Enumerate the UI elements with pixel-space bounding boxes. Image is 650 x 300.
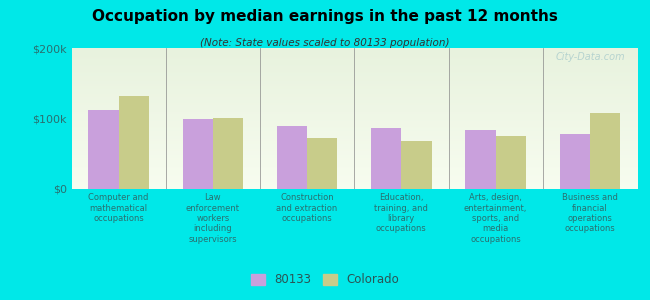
Bar [277,125,307,189]
Bar [465,130,495,189]
Bar [88,110,118,189]
Bar [307,138,337,189]
Text: Occupation by median earnings in the past 12 months: Occupation by median earnings in the pas… [92,9,558,24]
Bar [560,134,590,189]
Bar [183,118,213,189]
Text: (Note: State values scaled to 80133 population): (Note: State values scaled to 80133 popu… [200,38,450,47]
Bar [213,118,243,189]
Bar [402,141,432,189]
Bar [118,96,149,189]
Bar [371,128,401,189]
Legend: 80133, Colorado: 80133, Colorado [246,269,404,291]
Bar [590,113,620,189]
Bar [495,136,526,189]
Text: City-Data.com: City-Data.com [556,52,626,62]
